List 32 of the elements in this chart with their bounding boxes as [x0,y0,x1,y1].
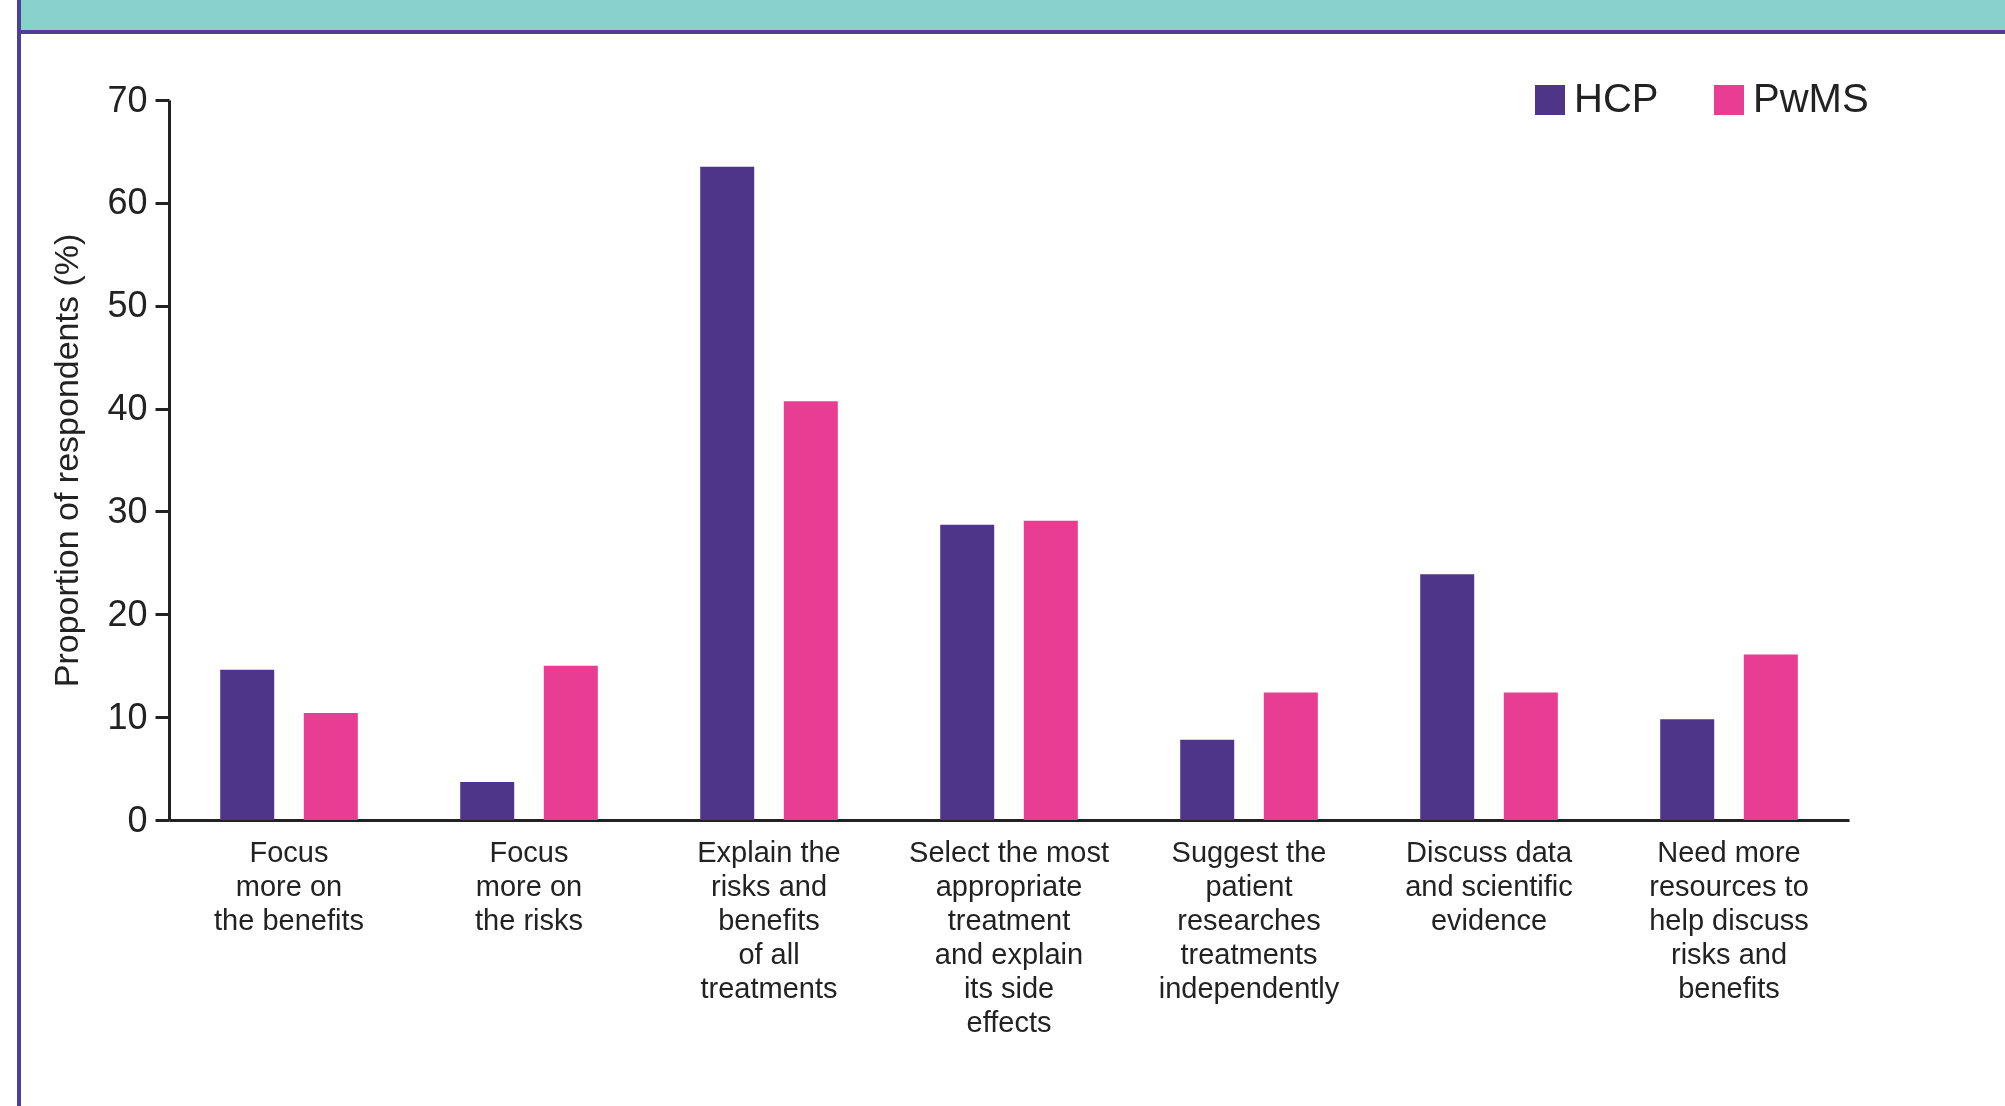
bar [940,524,995,820]
y-axis-title: Proportion of respondents (%) [47,233,86,688]
y-tick-label: 30 [107,489,148,531]
bar [1263,692,1318,820]
y-tick-label: 70 [107,78,148,120]
y-tick-label: 0 [127,798,148,840]
x-tick-label: Suggest the patient researches treatments independently [1158,835,1340,1004]
bar [543,665,598,820]
x-tick-label: Focus more on the risks [475,835,583,936]
bar [303,713,358,820]
x-tick-label: Focus more on the benefits [214,835,364,936]
bar [700,166,755,820]
x-tick-label: Select the most appropriate treatment and explain its side effects [909,835,1109,1038]
x-tick-label: Discuss data and scientific evidence [1405,835,1573,936]
x-tick-label: Explain the risks and benefits of all treatments [697,835,841,1004]
bar [460,781,515,820]
bar [1503,692,1558,820]
x-tick-label: Need more resources to help discuss risks and benefits [1649,835,1809,1004]
bar [1023,520,1078,820]
bar [1660,719,1715,820]
y-tick-label: 60 [107,181,148,223]
bar [1743,654,1798,820]
bar [1180,739,1235,820]
bar [783,401,838,820]
y-tick-label: 10 [107,695,148,737]
y-tick-label: 20 [107,592,148,634]
bar [220,669,275,820]
legend-label: PwMS [1753,76,1869,120]
bar [1420,574,1475,820]
y-tick-label: 50 [107,284,148,326]
y-tick-label: 40 [107,387,148,429]
legend-label: HCP [1574,76,1659,120]
